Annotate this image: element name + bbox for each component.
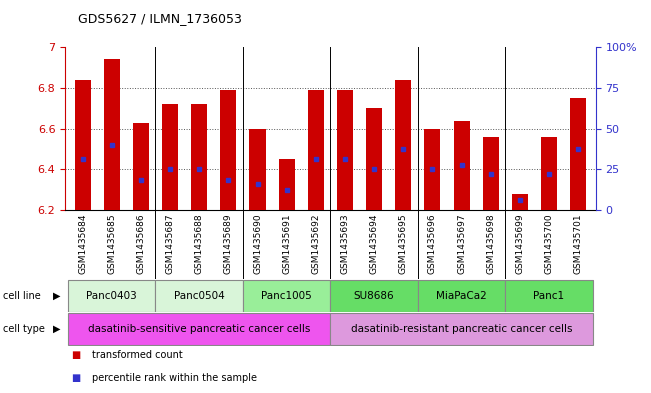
Text: GSM1435698: GSM1435698 bbox=[486, 214, 495, 274]
Bar bbox=[156, 280, 243, 312]
Bar bbox=[191, 104, 207, 210]
Text: GSM1435690: GSM1435690 bbox=[253, 214, 262, 274]
Text: GSM1435691: GSM1435691 bbox=[282, 214, 291, 274]
Text: GSM1435701: GSM1435701 bbox=[574, 214, 583, 274]
Text: transformed count: transformed count bbox=[92, 350, 183, 360]
Text: dasatinib-sensitive pancreatic cancer cells: dasatinib-sensitive pancreatic cancer ce… bbox=[88, 324, 311, 334]
Text: GSM1435685: GSM1435685 bbox=[107, 214, 117, 274]
Bar bbox=[279, 159, 295, 210]
Bar bbox=[220, 90, 236, 210]
Text: ▶: ▶ bbox=[53, 291, 61, 301]
Bar bbox=[249, 129, 266, 210]
Text: GSM1435696: GSM1435696 bbox=[428, 214, 437, 274]
Text: GSM1435692: GSM1435692 bbox=[311, 214, 320, 274]
Text: GSM1435684: GSM1435684 bbox=[78, 214, 87, 274]
Bar bbox=[366, 108, 382, 210]
Bar bbox=[454, 121, 469, 210]
Bar bbox=[75, 80, 90, 210]
Text: MiaPaCa2: MiaPaCa2 bbox=[436, 291, 487, 301]
Text: GSM1435699: GSM1435699 bbox=[516, 214, 524, 274]
Text: GDS5627 / ILMN_1736053: GDS5627 / ILMN_1736053 bbox=[78, 12, 242, 25]
Text: GSM1435688: GSM1435688 bbox=[195, 214, 204, 274]
Text: GSM1435695: GSM1435695 bbox=[399, 214, 408, 274]
Text: cell line: cell line bbox=[3, 291, 41, 301]
Text: Panc1005: Panc1005 bbox=[261, 291, 312, 301]
Bar bbox=[162, 104, 178, 210]
Text: GSM1435686: GSM1435686 bbox=[137, 214, 145, 274]
Bar bbox=[68, 280, 156, 312]
Text: cell type: cell type bbox=[3, 324, 45, 334]
Bar bbox=[104, 59, 120, 210]
Bar bbox=[243, 280, 331, 312]
Bar bbox=[505, 280, 593, 312]
Text: ■: ■ bbox=[72, 373, 81, 383]
Bar bbox=[418, 280, 505, 312]
Text: Panc1: Panc1 bbox=[533, 291, 564, 301]
Text: percentile rank within the sample: percentile rank within the sample bbox=[92, 373, 257, 383]
Bar bbox=[133, 123, 149, 210]
Bar bbox=[308, 90, 324, 210]
Bar bbox=[395, 80, 411, 210]
Bar bbox=[570, 98, 586, 210]
Text: GSM1435694: GSM1435694 bbox=[370, 214, 379, 274]
Bar bbox=[512, 194, 528, 210]
Bar bbox=[424, 129, 441, 210]
Bar bbox=[541, 137, 557, 210]
Bar bbox=[337, 90, 353, 210]
Text: ▶: ▶ bbox=[53, 324, 61, 334]
Text: GSM1435687: GSM1435687 bbox=[165, 214, 174, 274]
Bar bbox=[482, 137, 499, 210]
Bar bbox=[330, 313, 593, 345]
Bar bbox=[68, 313, 330, 345]
Text: Panc0504: Panc0504 bbox=[174, 291, 225, 301]
Text: GSM1435697: GSM1435697 bbox=[457, 214, 466, 274]
Bar bbox=[330, 280, 418, 312]
Text: GSM1435689: GSM1435689 bbox=[224, 214, 233, 274]
Text: ■: ■ bbox=[72, 350, 81, 360]
Text: dasatinib-resistant pancreatic cancer cells: dasatinib-resistant pancreatic cancer ce… bbox=[351, 324, 572, 334]
Text: SU8686: SU8686 bbox=[353, 291, 395, 301]
Text: GSM1435693: GSM1435693 bbox=[340, 214, 350, 274]
Text: GSM1435700: GSM1435700 bbox=[544, 214, 553, 274]
Text: Panc0403: Panc0403 bbox=[87, 291, 137, 301]
